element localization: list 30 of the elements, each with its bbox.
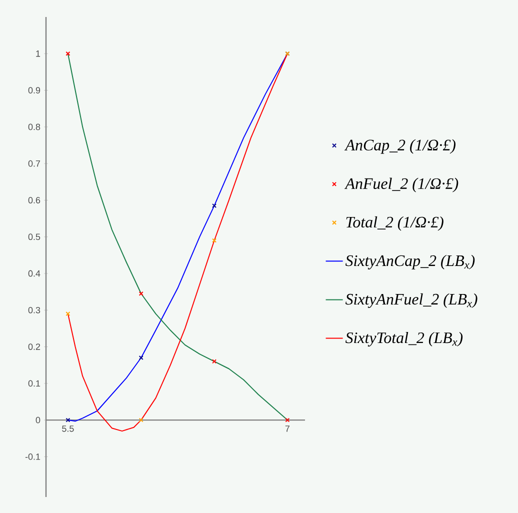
point <box>66 51 70 56</box>
point <box>138 418 144 422</box>
y-tick-label: 0.9 <box>28 87 40 94</box>
y-tick-label: 0.1 <box>28 380 40 387</box>
y-tick-label: 0.2 <box>28 344 40 350</box>
legend-label: Total_2 (1/Ω·£) <box>346 216 444 231</box>
x-tick-label: 5.5 <box>62 426 74 432</box>
legend-label: AnFuel_2 (1/Ω·£) <box>344 178 458 192</box>
y-tick-label: 0.6 <box>28 197 40 204</box>
point <box>138 356 144 360</box>
y-tick-label: 0.3 <box>28 306 40 314</box>
legend-label: AnCap_2 (1/Ω·£) <box>344 139 456 154</box>
y-tick-label: 0.4 <box>28 270 40 277</box>
legend-label: SixtyAnFuel_2 (LB$_{x}$) <box>345 293 478 308</box>
y-tick-label: 0 <box>36 416 40 424</box>
y-tick-label: 0.8 <box>28 124 40 130</box>
x-tick-label: 7 <box>285 426 290 432</box>
y-tick-label: -0.1 <box>25 454 40 460</box>
y-tick-label: 0.5 <box>28 234 40 240</box>
point <box>66 312 70 316</box>
point <box>66 418 70 422</box>
legend-label: SixtyAnCap_2 (LB$_{x}$) <box>345 254 475 270</box>
point <box>212 203 217 208</box>
point <box>138 291 144 296</box>
y-tick-label: 0.7 <box>28 160 40 167</box>
point <box>212 238 217 243</box>
point <box>212 359 217 364</box>
legend-label: SixtyTotal_2 (LB$_{x}$) <box>345 332 463 346</box>
y-tick-label: 1 <box>36 50 40 57</box>
point <box>285 418 290 422</box>
